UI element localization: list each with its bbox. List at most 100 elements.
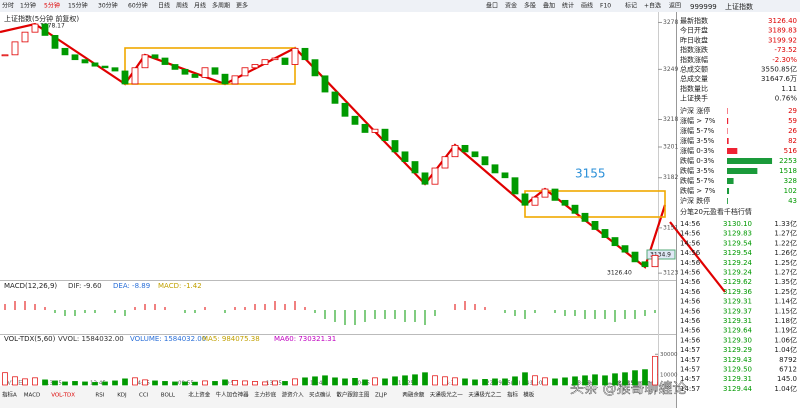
panel-field: VVOL: 1584032.00 [58,335,124,343]
period-tab[interactable]: 1分钟 [20,2,36,10]
tool-button[interactable]: 盘口 [486,2,498,10]
tool-button[interactable]: 标记 [625,2,637,10]
tool-button[interactable]: 资金 [505,2,517,10]
candle [361,123,369,133]
x-tick-label: 11:05 [530,381,546,387]
indicator-tab[interactable]: VOL-TDX [51,393,75,399]
volume-bar [172,381,178,386]
tick-volume: 8792 [779,356,797,364]
tool-button[interactable]: 统计 [562,2,574,10]
candle [201,67,209,78]
tool-button[interactable]: 返回 [669,3,681,10]
indicator-tab[interactable]: RSI [95,393,104,399]
indicator-tab[interactable]: 北上资金 [188,391,211,399]
y-tick-label: 3123 [663,270,678,277]
tick-time: 14:57 [680,366,700,374]
ticks-title: 分笔20元盈看千档行情 [680,207,752,216]
tick-volume: 1.35亿 [774,277,797,286]
tool-button[interactable]: 画线 [581,2,593,10]
axis-divider [658,12,659,386]
candle [221,73,229,85]
tick-price: 3129.83 [723,230,752,238]
period-tab[interactable]: 5分钟 [44,2,60,10]
indicator-tab[interactable]: 牛人加仓神器 [216,391,250,399]
indicator-tab[interactable]: 散户跟踪主图 [336,391,370,399]
indicator-tab[interactable]: 指标A [2,391,17,399]
breadth-label: 沪深 跌停 [680,196,710,205]
divider [0,334,676,335]
indicator-tab[interactable]: 天通极光之一 [430,391,464,399]
volume-bar [562,377,568,386]
candle [51,35,59,49]
candle [651,254,659,268]
candle [541,188,549,198]
indicator-tab[interactable]: MACD [24,393,41,399]
breadth-bar [727,118,729,124]
candle [381,128,389,141]
tick-time: 14:56 [680,259,701,267]
candle [371,128,379,133]
quote-value: 3550.85亿 [761,65,797,74]
indicator-tab[interactable]: 主力抄底 [254,391,277,399]
volume-bar [422,372,428,386]
volume-bar [582,375,588,386]
range-box [124,47,296,85]
breadth-label: 涨幅 3-5% [680,136,715,145]
tick-volume: 1.27亿 [774,268,797,277]
breadth-bar [727,168,758,174]
tool-button[interactable]: F10 [600,3,611,10]
tool-button[interactable]: 叠加 [543,2,555,10]
volume-bar [242,380,248,386]
period-tab[interactable]: 更多 [236,2,248,10]
tick-time: 14:56 [680,307,701,315]
tick-time: 14:56 [680,269,701,277]
tick-time: 14:57 [680,385,700,393]
period-tab[interactable]: 月线 [194,2,206,10]
candle [91,62,99,67]
period-tab[interactable]: 30分钟 [98,2,118,10]
tick-volume: 1.14亿 [774,297,797,306]
period-tab[interactable]: 60分钟 [128,2,148,10]
breadth-bar [727,108,728,114]
quote-code: 999999 [690,3,717,11]
volume-bar [622,372,628,386]
period-tab[interactable]: 分时 [2,2,14,10]
y-tick-label: 10000 [660,372,678,378]
volume-bar [652,355,658,386]
volume-bar [412,374,418,386]
volume-bar [52,380,58,386]
volume-bar [12,376,18,386]
candle [551,188,559,201]
tool-button[interactable]: 多股 [524,2,536,10]
indicator-tab[interactable]: KDJ [117,393,127,399]
period-tab[interactable]: 15分钟 [68,2,88,10]
quote-value: -2.30% [772,56,797,64]
period-tab[interactable]: 多周期 [212,2,230,10]
tick-time: 14:57 [680,356,700,364]
breadth-label: 沪深 涨停 [680,106,710,115]
volume-bar [112,380,118,386]
indicator-tab[interactable]: 买点确认 [309,391,332,399]
candle [231,75,239,85]
tool-button[interactable]: +自选 [644,2,661,10]
candle [131,67,139,85]
indicator-tab[interactable]: 模板 [523,391,535,399]
tick-time: 14:56 [680,230,701,238]
indicator-tab[interactable]: CCI [139,393,149,399]
period-tab[interactable]: 周线 [176,2,188,10]
tick-volume: 1.15亿 [774,306,797,315]
volume-bar [452,377,458,386]
tick-price: 3129.24 [723,269,752,277]
indicator-tab[interactable]: 游资介入 [282,391,305,399]
candle [511,177,519,195]
indicator-tab[interactable]: ZLJP [375,393,387,399]
quote-value: 3126.40 [768,17,797,25]
tick-time: 14:56 [680,278,701,286]
indicator-tab[interactable]: BOLL [161,393,176,399]
period-tab[interactable]: 日线 [158,2,170,10]
breadth-label: 涨幅 5-7% [680,126,715,135]
indicator-tab[interactable]: 指标 [507,391,519,399]
indicator-tab[interactable]: 两融余额 [402,391,425,399]
indicator-tab[interactable]: 天通极光之二 [468,391,502,399]
tick-volume: 1.25亿 [774,287,797,296]
